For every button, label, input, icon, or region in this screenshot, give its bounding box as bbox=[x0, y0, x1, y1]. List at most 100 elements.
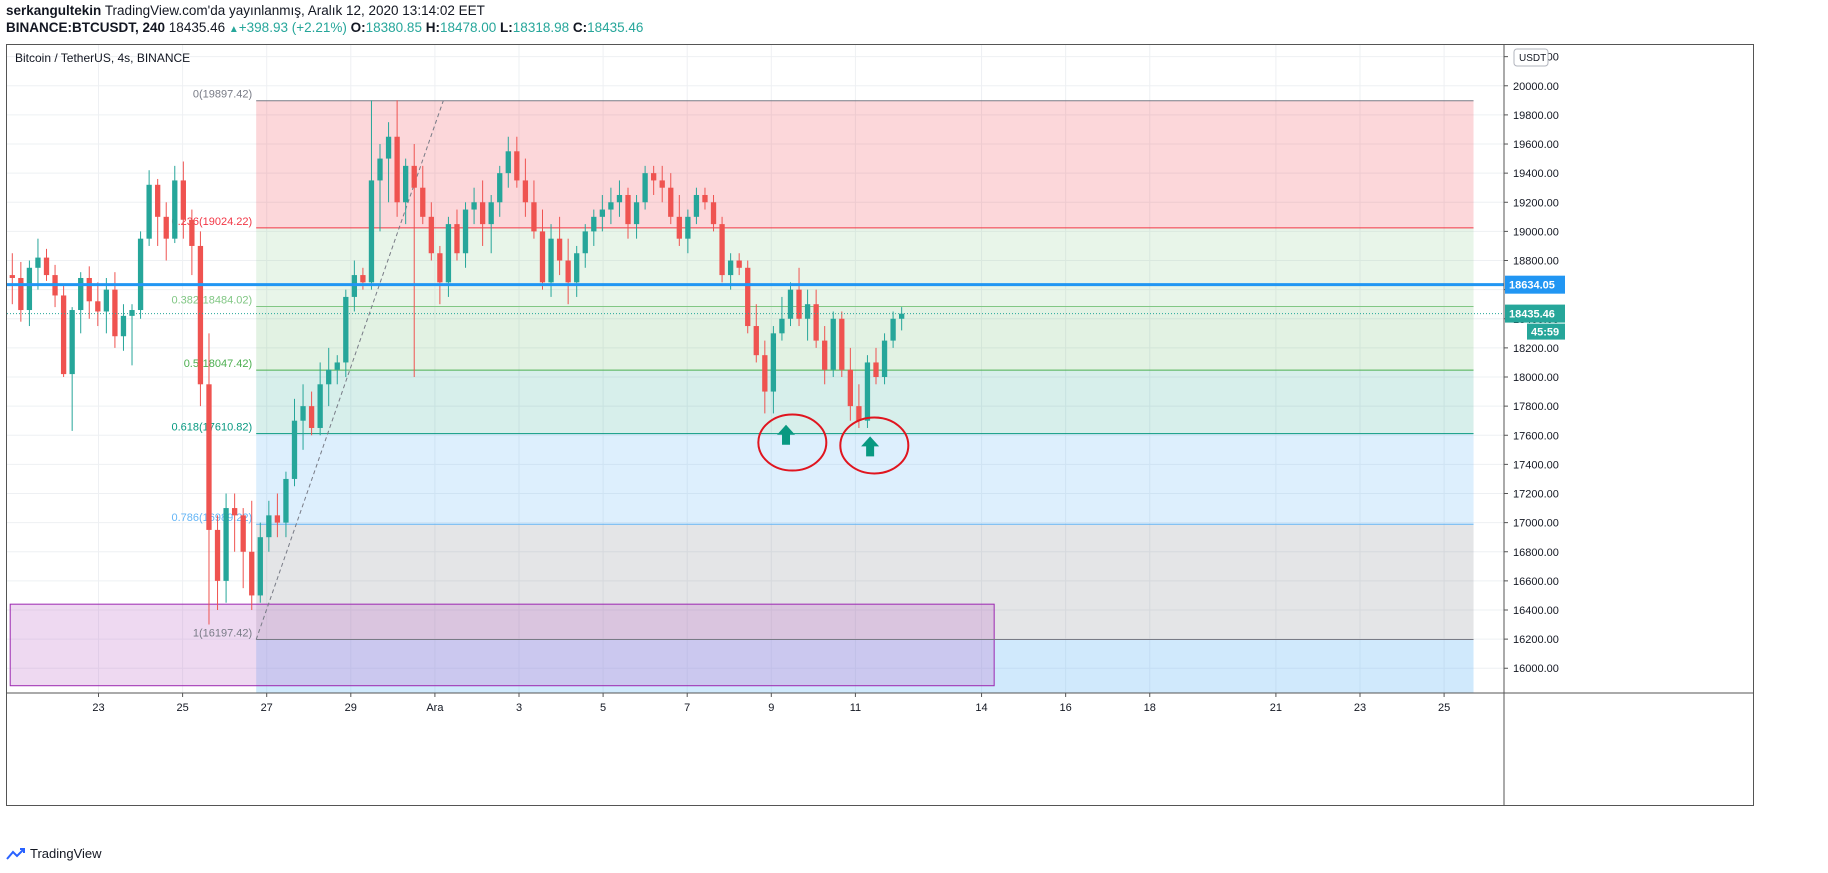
candle-body[interactable] bbox=[146, 184, 152, 239]
candle-body[interactable] bbox=[796, 289, 802, 319]
candle-body[interactable] bbox=[300, 406, 306, 421]
candle-body[interactable] bbox=[437, 253, 443, 283]
candle-body[interactable] bbox=[881, 340, 888, 378]
candle-body[interactable] bbox=[283, 478, 289, 523]
candle-body[interactable] bbox=[103, 289, 110, 312]
candle-body[interactable] bbox=[26, 267, 33, 311]
candle-body[interactable] bbox=[411, 165, 417, 188]
candle-body[interactable] bbox=[745, 267, 751, 327]
candle-body[interactable] bbox=[308, 406, 315, 428]
candle-body[interactable] bbox=[69, 310, 75, 375]
candle-body[interactable] bbox=[266, 515, 272, 538]
candle-body[interactable] bbox=[719, 224, 725, 276]
candle-body[interactable] bbox=[317, 384, 323, 428]
candle-body[interactable] bbox=[334, 362, 340, 370]
author-name[interactable]: serkangultekin bbox=[6, 3, 102, 18]
candle-body[interactable] bbox=[249, 551, 255, 596]
candle-body[interactable] bbox=[505, 151, 511, 174]
chart-pane[interactable]: 0(19897.42) 0.236(19024.22) 0.382(18484.02… bbox=[6, 44, 1754, 806]
candle-body[interactable] bbox=[591, 216, 597, 232]
candle-body[interactable] bbox=[60, 295, 67, 375]
candle-body[interactable] bbox=[43, 257, 50, 276]
candle-body[interactable] bbox=[514, 151, 520, 181]
candle-body[interactable] bbox=[172, 180, 178, 239]
candle-body[interactable] bbox=[856, 406, 862, 421]
candle-body[interactable] bbox=[813, 304, 819, 341]
candle-body[interactable] bbox=[497, 173, 503, 203]
candle-body[interactable] bbox=[787, 289, 794, 319]
candle-body[interactable] bbox=[565, 260, 571, 283]
candle-body[interactable] bbox=[556, 238, 563, 261]
candle-body[interactable] bbox=[625, 194, 631, 225]
currency-badge[interactable] bbox=[1513, 48, 1549, 67]
candle-body[interactable] bbox=[223, 508, 229, 581]
candle-body[interactable] bbox=[685, 216, 691, 239]
candle-body[interactable] bbox=[360, 275, 366, 283]
candle-body[interactable] bbox=[240, 515, 246, 552]
candle-body[interactable] bbox=[822, 340, 828, 370]
candle-body[interactable] bbox=[403, 165, 409, 203]
candle-body[interactable] bbox=[668, 187, 674, 217]
candle-body[interactable] bbox=[753, 326, 759, 356]
candle-body[interactable] bbox=[471, 202, 477, 210]
candle-body[interactable] bbox=[736, 260, 742, 268]
candle-body[interactable] bbox=[78, 277, 84, 311]
candle-body[interactable] bbox=[18, 277, 24, 311]
candle-body[interactable] bbox=[693, 194, 700, 217]
candle-body[interactable] bbox=[616, 194, 623, 203]
candle-body[interactable] bbox=[873, 362, 879, 378]
candle-body[interactable] bbox=[163, 216, 169, 239]
candle-body[interactable] bbox=[343, 296, 349, 363]
candle-body[interactable] bbox=[377, 158, 383, 181]
candle-body[interactable] bbox=[633, 202, 640, 225]
candle-body[interactable] bbox=[762, 355, 768, 392]
candle-body[interactable] bbox=[804, 304, 811, 319]
candle-body[interactable] bbox=[522, 180, 529, 203]
candle-body[interactable] bbox=[326, 369, 332, 385]
candle-body[interactable] bbox=[420, 187, 426, 217]
candle-body[interactable] bbox=[779, 318, 785, 334]
drawn-rectangle[interactable] bbox=[9, 603, 995, 687]
footer-brand[interactable]: TradingView bbox=[6, 846, 102, 861]
candle-body[interactable] bbox=[676, 216, 682, 239]
candle-body[interactable] bbox=[394, 136, 400, 203]
candle-body[interactable] bbox=[608, 202, 614, 210]
candle-body[interactable] bbox=[651, 173, 657, 181]
candle-body[interactable] bbox=[189, 219, 195, 246]
candle-body[interactable] bbox=[531, 202, 537, 232]
candle-body[interactable] bbox=[197, 245, 204, 385]
candle-body[interactable] bbox=[428, 216, 434, 254]
price-chart[interactable]: 0(19897.42)0.236(19024.22)0.382(18484.02… bbox=[7, 45, 1754, 806]
candle-body[interactable] bbox=[9, 275, 15, 278]
candle-body[interactable] bbox=[95, 301, 101, 312]
candle-body[interactable] bbox=[368, 180, 375, 283]
candle-body[interactable] bbox=[206, 384, 212, 530]
candle-body[interactable] bbox=[659, 180, 665, 188]
candle-body[interactable] bbox=[864, 362, 871, 421]
candle-body[interactable] bbox=[129, 310, 135, 316]
candle-body[interactable] bbox=[539, 231, 546, 283]
candle-body[interactable] bbox=[120, 315, 127, 337]
candle-body[interactable] bbox=[702, 194, 708, 203]
candle-body[interactable] bbox=[710, 202, 717, 225]
candle-body[interactable] bbox=[137, 238, 144, 311]
candle-body[interactable] bbox=[599, 209, 606, 217]
candle-body[interactable] bbox=[257, 537, 263, 596]
candle-body[interactable] bbox=[574, 253, 580, 283]
candle-body[interactable] bbox=[479, 202, 486, 225]
candle-body[interactable] bbox=[86, 277, 92, 302]
candle-body[interactable] bbox=[385, 136, 392, 159]
candle-body[interactable] bbox=[454, 224, 460, 254]
candle-body[interactable] bbox=[488, 202, 494, 225]
candle-body[interactable] bbox=[770, 333, 777, 392]
candle-body[interactable] bbox=[231, 508, 238, 516]
candle-body[interactable] bbox=[727, 260, 734, 276]
candle-body[interactable] bbox=[445, 224, 452, 283]
candle-body[interactable] bbox=[462, 209, 469, 254]
candle-body[interactable] bbox=[548, 238, 554, 283]
candle-body[interactable] bbox=[847, 369, 853, 407]
candle-body[interactable] bbox=[112, 289, 118, 337]
candle-body[interactable] bbox=[274, 515, 281, 523]
candle-body[interactable] bbox=[839, 318, 845, 370]
candle-body[interactable] bbox=[582, 231, 588, 254]
